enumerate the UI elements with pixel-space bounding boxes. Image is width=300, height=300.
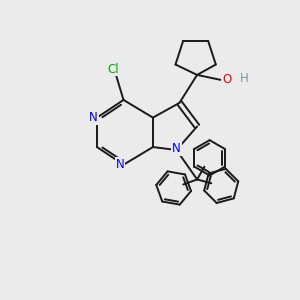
Text: N: N: [172, 142, 181, 155]
Text: O: O: [222, 73, 231, 86]
Text: N: N: [89, 111, 98, 124]
Text: N: N: [116, 158, 124, 171]
Text: H: H: [240, 72, 249, 85]
Text: Cl: Cl: [107, 62, 119, 76]
